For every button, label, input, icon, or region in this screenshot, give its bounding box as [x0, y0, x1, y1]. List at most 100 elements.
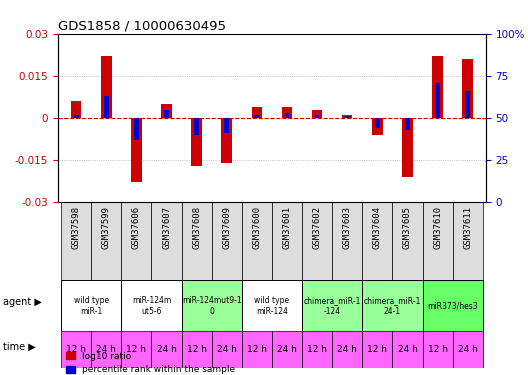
Bar [164, 110, 169, 118]
FancyBboxPatch shape [242, 202, 272, 280]
Bar [463, 59, 473, 118]
Text: 24 h: 24 h [96, 345, 116, 354]
Bar [402, 118, 413, 177]
FancyBboxPatch shape [422, 202, 452, 280]
Bar [134, 118, 139, 140]
FancyBboxPatch shape [302, 332, 332, 368]
Bar [194, 118, 199, 135]
Text: GSM37600: GSM37600 [252, 206, 261, 249]
Text: wild type
miR-124: wild type miR-124 [254, 296, 289, 315]
Bar [221, 118, 232, 163]
FancyBboxPatch shape [212, 332, 242, 368]
Text: miR-124m
ut5-6: miR-124m ut5-6 [132, 296, 171, 315]
FancyBboxPatch shape [362, 332, 392, 368]
Bar [104, 96, 109, 118]
Bar [131, 118, 142, 183]
Text: miR-124mut9-1
0: miR-124mut9-1 0 [182, 296, 241, 315]
Bar [372, 118, 383, 135]
Text: chimera_miR-1
24-1: chimera_miR-1 24-1 [364, 296, 421, 315]
Text: GDS1858 / 10000630495: GDS1858 / 10000630495 [58, 20, 226, 33]
Text: GSM37605: GSM37605 [403, 206, 412, 249]
Text: wild type
miR-1: wild type miR-1 [73, 296, 109, 315]
FancyBboxPatch shape [332, 332, 362, 368]
FancyBboxPatch shape [91, 332, 121, 368]
Bar [315, 115, 319, 118]
Bar [251, 107, 262, 118]
Text: GSM37606: GSM37606 [132, 206, 141, 249]
Text: GSM37598: GSM37598 [72, 206, 81, 249]
Bar [405, 118, 410, 130]
Text: 24 h: 24 h [277, 345, 297, 354]
Bar [161, 104, 172, 118]
Bar [345, 116, 350, 118]
Bar [312, 110, 323, 118]
Text: GSM37601: GSM37601 [282, 206, 291, 249]
FancyBboxPatch shape [422, 280, 483, 332]
Bar [375, 118, 380, 128]
FancyBboxPatch shape [182, 280, 242, 332]
FancyBboxPatch shape [61, 202, 91, 280]
FancyBboxPatch shape [302, 202, 332, 280]
Text: 24 h: 24 h [337, 345, 357, 354]
Legend: log10 ratio, percentile rank within the sample: log10 ratio, percentile rank within the … [63, 348, 239, 375]
FancyBboxPatch shape [212, 202, 242, 280]
FancyBboxPatch shape [61, 332, 91, 368]
Text: 12 h: 12 h [367, 345, 388, 354]
Bar [465, 91, 470, 118]
Text: 12 h: 12 h [66, 345, 86, 354]
Text: GSM37599: GSM37599 [102, 206, 111, 249]
Text: miR373/hes3: miR373/hes3 [427, 302, 478, 310]
FancyBboxPatch shape [272, 332, 302, 368]
FancyBboxPatch shape [302, 280, 362, 332]
Text: time ▶: time ▶ [3, 342, 35, 352]
Text: 12 h: 12 h [247, 345, 267, 354]
Text: GSM37611: GSM37611 [463, 206, 472, 249]
Text: 24 h: 24 h [157, 345, 176, 354]
Bar [224, 118, 229, 133]
FancyBboxPatch shape [91, 202, 121, 280]
Text: GSM37608: GSM37608 [192, 206, 201, 249]
FancyBboxPatch shape [121, 280, 182, 332]
FancyBboxPatch shape [61, 280, 121, 332]
FancyBboxPatch shape [362, 202, 392, 280]
Bar [432, 56, 443, 118]
FancyBboxPatch shape [152, 332, 182, 368]
FancyBboxPatch shape [452, 202, 483, 280]
Text: chimera_miR-1
-124: chimera_miR-1 -124 [304, 296, 361, 315]
Bar [435, 82, 440, 118]
Text: 12 h: 12 h [428, 345, 448, 354]
Bar [342, 115, 353, 118]
FancyBboxPatch shape [452, 332, 483, 368]
FancyBboxPatch shape [121, 332, 152, 368]
FancyBboxPatch shape [182, 332, 212, 368]
FancyBboxPatch shape [182, 202, 212, 280]
Text: GSM37607: GSM37607 [162, 206, 171, 249]
Bar [191, 118, 202, 166]
Text: GSM37609: GSM37609 [222, 206, 231, 249]
Bar [101, 56, 111, 118]
Bar [254, 115, 259, 118]
Text: 12 h: 12 h [126, 345, 146, 354]
Bar [282, 107, 293, 118]
FancyBboxPatch shape [362, 280, 422, 332]
Bar [74, 115, 79, 118]
Text: GSM37602: GSM37602 [313, 206, 322, 249]
FancyBboxPatch shape [272, 202, 302, 280]
FancyBboxPatch shape [422, 332, 452, 368]
Text: 12 h: 12 h [186, 345, 206, 354]
Text: 12 h: 12 h [307, 345, 327, 354]
FancyBboxPatch shape [392, 332, 422, 368]
FancyBboxPatch shape [242, 280, 302, 332]
Text: 24 h: 24 h [398, 345, 418, 354]
Text: 24 h: 24 h [458, 345, 478, 354]
Bar [71, 101, 81, 118]
FancyBboxPatch shape [242, 332, 272, 368]
Text: GSM37610: GSM37610 [433, 206, 442, 249]
FancyBboxPatch shape [392, 202, 422, 280]
FancyBboxPatch shape [332, 202, 362, 280]
FancyBboxPatch shape [152, 202, 182, 280]
FancyBboxPatch shape [121, 202, 152, 280]
Text: GSM37604: GSM37604 [373, 206, 382, 249]
Text: 24 h: 24 h [217, 345, 237, 354]
Bar [285, 113, 289, 118]
